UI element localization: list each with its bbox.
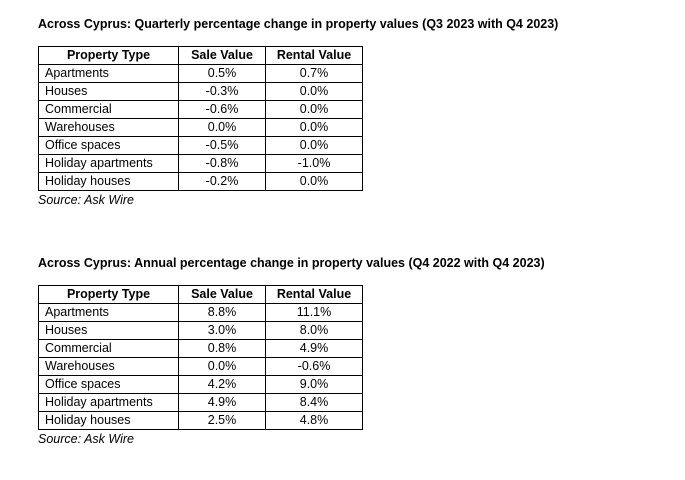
table-row: Commercial 0.8% 4.9% [38, 339, 363, 358]
table-row: Apartments 0.5% 0.7% [38, 64, 363, 83]
sale-value-cell: 0.5% [178, 64, 266, 83]
sale-value-cell: 0.0% [178, 118, 266, 137]
sale-value-cell: -0.2% [178, 172, 266, 191]
property-type-cell: Commercial [38, 339, 179, 358]
quarterly-table-title: Across Cyprus: Quarterly percentage chan… [38, 17, 559, 31]
table-row: Office spaces -0.5% 0.0% [38, 136, 363, 155]
rental-value-cell: 4.8% [265, 411, 363, 430]
property-type-cell: Warehouses [38, 357, 179, 376]
table-header-row: Property Type Sale Value Rental Value [38, 285, 363, 304]
rental-value-cell: -0.6% [265, 357, 363, 376]
column-header-sale-value: Sale Value [178, 46, 266, 65]
table-row: Houses -0.3% 0.0% [38, 82, 363, 101]
property-type-cell: Holiday houses [38, 411, 179, 430]
sale-value-cell: 4.9% [178, 393, 266, 412]
sale-value-cell: -0.3% [178, 82, 266, 101]
table-row: Warehouses 0.0% 0.0% [38, 118, 363, 137]
table-row: Holiday apartments -0.8% -1.0% [38, 154, 363, 173]
sale-value-cell: 2.5% [178, 411, 266, 430]
property-type-cell: Office spaces [38, 375, 179, 394]
table-row: Holiday houses -0.2% 0.0% [38, 172, 363, 191]
table-row: Holiday houses 2.5% 4.8% [38, 411, 363, 430]
rental-value-cell: 8.4% [265, 393, 363, 412]
rental-value-cell: 11.1% [265, 303, 363, 322]
quarterly-change-section: Across Cyprus: Quarterly percentage chan… [38, 17, 558, 208]
column-header-rental-value: Rental Value [265, 285, 363, 304]
table-header-row: Property Type Sale Value Rental Value [38, 46, 363, 65]
annual-change-section: Across Cyprus: Annual percentage change … [38, 256, 545, 447]
property-type-cell: Houses [38, 321, 179, 340]
sale-value-cell: 0.8% [178, 339, 266, 358]
rental-value-cell: 8.0% [265, 321, 363, 340]
rental-value-cell: 0.0% [265, 82, 363, 101]
rental-value-cell: 0.0% [265, 100, 363, 119]
property-type-cell: Office spaces [38, 136, 179, 155]
rental-value-cell: 4.9% [265, 339, 363, 358]
sale-value-cell: -0.8% [178, 154, 266, 173]
table-row: Commercial -0.6% 0.0% [38, 100, 363, 119]
column-header-sale-value: Sale Value [178, 285, 266, 304]
source-note: Source: Ask Wire [38, 432, 134, 446]
property-type-cell: Holiday houses [38, 172, 179, 191]
rental-value-cell: 9.0% [265, 375, 363, 394]
table-row: Office spaces 4.2% 9.0% [38, 375, 363, 394]
column-header-rental-value: Rental Value [265, 46, 363, 65]
column-header-property-type: Property Type [38, 285, 179, 304]
table-row: Apartments 8.8% 11.1% [38, 303, 363, 322]
rental-value-cell: 0.0% [265, 136, 363, 155]
property-type-cell: Holiday apartments [38, 393, 179, 412]
table-row: Houses 3.0% 8.0% [38, 321, 363, 340]
annual-change-table: Property Type Sale Value Rental Value Ap… [38, 285, 363, 430]
rental-value-cell: 0.0% [265, 172, 363, 191]
property-type-cell: Houses [38, 82, 179, 101]
column-header-property-type: Property Type [38, 46, 179, 65]
property-type-cell: Apartments [38, 64, 179, 83]
sale-value-cell: -0.6% [178, 100, 266, 119]
table-row: Warehouses 0.0% -0.6% [38, 357, 363, 376]
sale-value-cell: 8.8% [178, 303, 266, 322]
source-note: Source: Ask Wire [38, 193, 134, 207]
property-type-cell: Apartments [38, 303, 179, 322]
sale-value-cell: 0.0% [178, 357, 266, 376]
sale-value-cell: 3.0% [178, 321, 266, 340]
annual-table-title: Across Cyprus: Annual percentage change … [38, 256, 545, 270]
property-type-cell: Warehouses [38, 118, 179, 137]
rental-value-cell: 0.0% [265, 118, 363, 137]
sale-value-cell: 4.2% [178, 375, 266, 394]
property-type-cell: Commercial [38, 100, 179, 119]
rental-value-cell: -1.0% [265, 154, 363, 173]
table-row: Holiday apartments 4.9% 8.4% [38, 393, 363, 412]
rental-value-cell: 0.7% [265, 64, 363, 83]
quarterly-change-table: Property Type Sale Value Rental Value Ap… [38, 46, 363, 191]
property-type-cell: Holiday apartments [38, 154, 179, 173]
sale-value-cell: -0.5% [178, 136, 266, 155]
